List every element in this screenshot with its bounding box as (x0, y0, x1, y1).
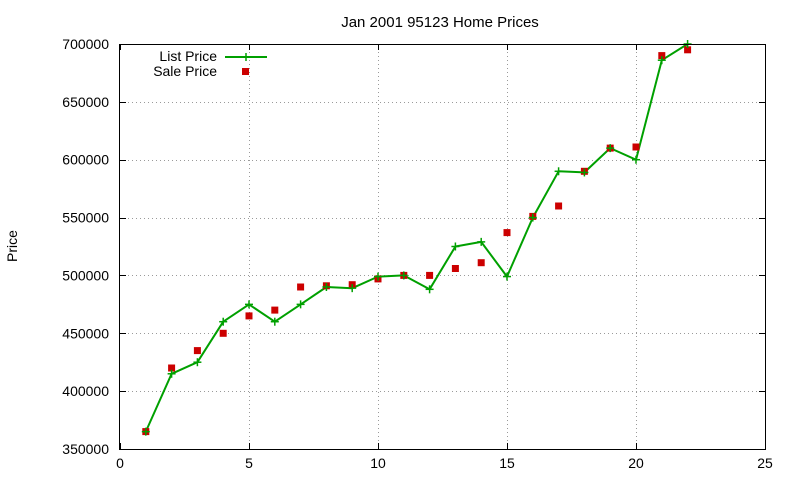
data-point-sale-price (426, 271, 434, 279)
data-point-list-price (219, 317, 228, 326)
data-point-sale-price (503, 229, 511, 237)
y-axis-label: Price (4, 230, 20, 262)
data-point-list-price (374, 272, 382, 281)
series-line-list-price (144, 43, 689, 433)
data-point-list-price (399, 271, 408, 280)
data-point-list-price (141, 427, 150, 436)
grid (120, 44, 765, 449)
data-point-list-price (322, 283, 331, 291)
x-tick-label: 5 (245, 455, 253, 471)
y-tick-label: 450000 (62, 325, 109, 341)
y-tick-label: 650000 (62, 94, 109, 110)
y-tick-label: 350000 (62, 441, 109, 457)
data-point-sale-price (245, 312, 253, 320)
data-point-sale-price (555, 202, 563, 210)
data-point-sale-price (684, 46, 692, 54)
data-point-list-price (245, 300, 253, 309)
data-point-sale-price (271, 306, 279, 314)
legend: List Price Sale Price (153, 48, 267, 79)
data-point-list-price (270, 317, 279, 326)
legend-label-sale-price: Sale Price (153, 63, 217, 79)
x-tick-label: 25 (757, 455, 773, 471)
series-layer (141, 40, 692, 436)
y-tick-label: 400000 (62, 383, 109, 399)
data-point-sale-price (451, 265, 459, 272)
data-point-sale-price (477, 259, 485, 267)
data-point-list-price (606, 144, 615, 153)
data-point-list-price (503, 272, 511, 281)
legend-marker-list-price (242, 53, 250, 61)
data-point-list-price (528, 213, 537, 222)
data-point-list-price (632, 155, 640, 164)
axis-ticks: 0 5 10 15 20 25 350000 400000 450000 500000 550000… (62, 36, 773, 471)
data-point-sale-price (658, 52, 666, 60)
data-point-list-price (296, 300, 305, 309)
x-tick-label: 10 (370, 455, 386, 471)
data-point-sale-price (219, 329, 227, 337)
x-tick-label: 15 (499, 455, 515, 471)
x-tick-label: 0 (116, 455, 124, 471)
data-point-list-price (451, 242, 460, 251)
y-tick-label: 550000 (62, 210, 109, 226)
x-tick-label: 20 (628, 455, 644, 471)
legend-marker-sale-price (242, 68, 249, 75)
y-tick-label: 700000 (62, 36, 109, 52)
y-tick-label: 500000 (62, 267, 109, 283)
data-point-sale-price (193, 347, 201, 355)
data-point-list-price (425, 285, 434, 294)
data-point-list-price (167, 369, 176, 378)
legend-label-list-price: List Price (159, 48, 217, 64)
data-point-sale-price (297, 283, 305, 291)
data-point-list-price (348, 284, 357, 293)
data-point-list-price (580, 168, 589, 177)
data-point-list-price (657, 56, 666, 65)
plot-frame (119, 44, 766, 450)
data-point-list-price (554, 167, 563, 176)
data-point-sale-price (632, 143, 640, 151)
data-point-sale-price (168, 364, 176, 372)
chart-title: Jan 2001 95123 Home Prices (341, 14, 539, 31)
data-point-list-price (193, 358, 202, 367)
y-tick-label: 600000 (62, 152, 109, 168)
data-point-list-price (477, 237, 486, 246)
